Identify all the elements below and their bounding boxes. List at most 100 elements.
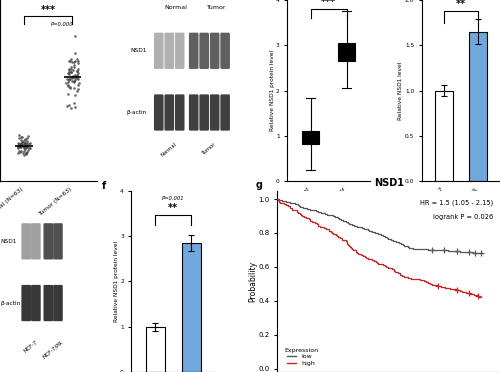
Point [62, 80, 70, 86]
Title: NSD1: NSD1 [374, 178, 404, 188]
Point [18, 134, 25, 140]
Point [67, 64, 75, 70]
Point [17, 142, 25, 148]
Point [24, 147, 32, 153]
Y-axis label: Relative NSD1 level: Relative NSD1 level [398, 61, 404, 120]
Point [25, 145, 33, 151]
Point [22, 141, 30, 147]
Point [16, 148, 24, 154]
Point [65, 70, 73, 76]
Point [20, 143, 28, 149]
Point [74, 80, 82, 86]
Point [18, 135, 25, 141]
FancyBboxPatch shape [220, 33, 230, 69]
Point [69, 67, 77, 73]
Point [24, 150, 32, 155]
Point [21, 140, 29, 146]
Text: ***: *** [321, 0, 336, 7]
FancyBboxPatch shape [189, 33, 198, 69]
Point [70, 64, 78, 70]
Point [72, 68, 80, 74]
Point [23, 144, 31, 150]
Point [18, 138, 26, 144]
Point [64, 83, 72, 89]
FancyBboxPatch shape [22, 223, 31, 260]
Point [14, 142, 22, 148]
Point [74, 58, 82, 64]
Point [70, 100, 78, 106]
Point [19, 138, 27, 144]
Point [16, 144, 24, 150]
Point [20, 152, 28, 158]
Text: Normal: Normal [165, 6, 188, 10]
Text: MCF-7/PR: MCF-7/PR [42, 339, 64, 359]
Point [22, 144, 30, 150]
Point [73, 72, 81, 78]
Point [71, 76, 79, 81]
Point [68, 105, 76, 111]
Point [23, 135, 31, 141]
Text: logrank P = 0.026: logrank P = 0.026 [433, 214, 494, 220]
Point [70, 79, 78, 85]
Point [16, 142, 24, 148]
Point [22, 150, 30, 156]
FancyBboxPatch shape [164, 94, 174, 131]
Point [74, 68, 82, 74]
Point [64, 79, 72, 85]
FancyBboxPatch shape [220, 94, 230, 131]
Point [70, 78, 78, 84]
Bar [146, 327, 165, 372]
FancyBboxPatch shape [31, 223, 40, 260]
Text: Normal: Normal [160, 141, 178, 158]
Point [74, 76, 82, 82]
Point [64, 70, 72, 76]
FancyBboxPatch shape [53, 285, 63, 321]
Text: Tumor: Tumor [202, 141, 218, 156]
Point [23, 138, 31, 144]
Point [65, 76, 73, 82]
Point [64, 71, 72, 77]
Point [68, 56, 76, 62]
Point [20, 145, 28, 151]
Point [74, 66, 82, 72]
Point [64, 91, 72, 97]
Bar [182, 243, 201, 372]
Point [71, 92, 79, 98]
FancyBboxPatch shape [189, 94, 198, 131]
Point [21, 137, 29, 143]
Text: NSD1: NSD1 [0, 239, 17, 244]
Text: P=0.001: P=0.001 [162, 196, 184, 201]
Point [15, 132, 23, 138]
FancyBboxPatch shape [44, 223, 53, 260]
Point [17, 140, 25, 146]
Point [20, 142, 28, 148]
Y-axis label: Relative NSD1 protein level: Relative NSD1 protein level [270, 50, 274, 131]
Point [70, 59, 78, 65]
Bar [435, 91, 453, 182]
Point [67, 67, 75, 73]
Point [65, 58, 73, 64]
Point [15, 142, 23, 148]
Point [22, 144, 30, 150]
Point [64, 82, 72, 88]
Point [71, 33, 79, 39]
Point [68, 73, 76, 79]
Point [14, 144, 22, 150]
FancyBboxPatch shape [200, 33, 209, 69]
Point [64, 77, 72, 83]
FancyBboxPatch shape [44, 285, 53, 321]
PathPatch shape [338, 43, 355, 61]
Point [68, 78, 76, 84]
Point [20, 140, 28, 145]
Point [70, 104, 78, 110]
Point [70, 85, 78, 91]
Text: Tumor: Tumor [206, 6, 226, 10]
Point [14, 143, 22, 149]
Point [74, 82, 82, 88]
Point [72, 74, 80, 80]
Point [66, 69, 74, 75]
FancyBboxPatch shape [53, 223, 63, 260]
Text: P=0.000: P=0.000 [51, 22, 74, 27]
Point [73, 73, 81, 79]
Text: HR = 1.5 (1.05 - 2.15): HR = 1.5 (1.05 - 2.15) [420, 200, 494, 206]
